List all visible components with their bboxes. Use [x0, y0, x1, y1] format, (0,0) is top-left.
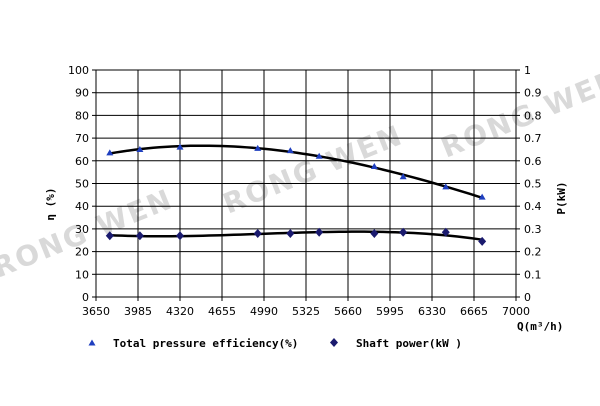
y-left-tick-label: 60	[75, 155, 89, 168]
y-left-tick-label: 20	[75, 246, 89, 259]
efficiency-point	[286, 147, 294, 154]
grid-lines	[95, 69, 517, 298]
efficiency-point	[315, 152, 323, 159]
y-right-tick-label: 0.1	[524, 268, 542, 281]
y-right-tick-label: 0.3	[524, 223, 542, 236]
efficiency-point	[370, 162, 378, 169]
x-tick-label: 6330	[418, 305, 446, 318]
y-left-axis-title: η (%)	[44, 187, 57, 220]
y-right-axis-title: P(kW)	[555, 181, 568, 214]
x-tick-label: 4990	[250, 305, 278, 318]
x-tick-label: 5660	[334, 305, 362, 318]
shaft-power-point	[253, 228, 262, 238]
x-tick-label: 4320	[166, 305, 194, 318]
shaft-power-point	[370, 228, 379, 238]
x-tick-label: 4655	[208, 305, 236, 318]
x-tick-label: 7000	[502, 305, 530, 318]
legend-marker-diamond	[330, 338, 338, 347]
x-axis-ticks: 3650 3985 4320 4655 4990 5325 5660 5995 6330 6665…	[82, 297, 530, 318]
shaft-power-point	[399, 227, 408, 237]
y-right-tick-label: 0.6	[524, 155, 542, 168]
y-left-tick-label: 10	[75, 268, 89, 281]
y-right-tick-label: 0	[524, 291, 531, 304]
legend-label-shaft-power: Shaft power(kW )	[356, 337, 462, 350]
efficiency-point	[136, 145, 144, 152]
trendline-series-0	[109, 144, 483, 199]
x-axis-title: Q(m³/h)	[517, 320, 563, 333]
y-left-tick-label: 100	[68, 64, 89, 77]
efficiency-point	[176, 143, 184, 150]
shaft-power-point	[105, 231, 114, 241]
x-tick-label: 3650	[82, 305, 110, 318]
y-right-tick-label: 0.8	[524, 109, 542, 122]
shaft-power-point	[286, 228, 295, 238]
shaft-power-point	[135, 231, 144, 241]
efficiency-point	[106, 149, 114, 156]
y-right-tick-label: 0.2	[524, 246, 542, 259]
right-y-axis-ticks: 0 0.1 0.2 0.3 0.4 0.5 0.6 0.7 0.8 0.9 1	[516, 64, 542, 304]
shaft-power-point	[478, 236, 487, 246]
legend-marker-triangle	[88, 339, 96, 346]
efficiency-point	[478, 193, 486, 200]
y-right-tick-label: 0.4	[524, 200, 542, 213]
series-layer	[105, 143, 487, 246]
x-tick-label: 5995	[376, 305, 404, 318]
y-left-tick-label: 70	[75, 132, 89, 145]
x-tick-label: 3985	[124, 305, 152, 318]
y-left-tick-label: 90	[75, 87, 89, 100]
trendline-series-1	[109, 230, 483, 241]
y-right-tick-label: 0.7	[524, 132, 542, 145]
y-left-tick-label: 0	[82, 291, 89, 304]
y-right-tick-label: 1	[524, 64, 531, 77]
y-left-tick-label: 80	[75, 109, 89, 122]
watermark-text: RONG WEN	[436, 62, 600, 164]
efficiency-point	[442, 183, 450, 190]
efficiency-point	[254, 144, 262, 151]
left-y-axis-ticks: 0 10 20 30 40 50 60 70 80 90 100	[68, 64, 96, 304]
y-left-tick-label: 30	[75, 223, 89, 236]
shaft-power-point	[441, 227, 450, 237]
x-tick-label: 5325	[292, 305, 320, 318]
y-left-tick-label: 40	[75, 200, 89, 213]
x-tick-label: 6665	[460, 305, 488, 318]
legend-label-efficiency: Total pressure efficiency(%)	[113, 337, 298, 350]
shaft-power-point	[315, 227, 324, 237]
efficiency-point	[399, 173, 407, 180]
y-right-tick-label: 0.5	[524, 178, 542, 191]
y-right-tick-label: 0.9	[524, 87, 542, 100]
y-left-tick-label: 50	[75, 178, 89, 191]
legend: Total pressure efficiency(%) Shaft power…	[88, 337, 462, 350]
shaft-power-point	[176, 231, 184, 241]
